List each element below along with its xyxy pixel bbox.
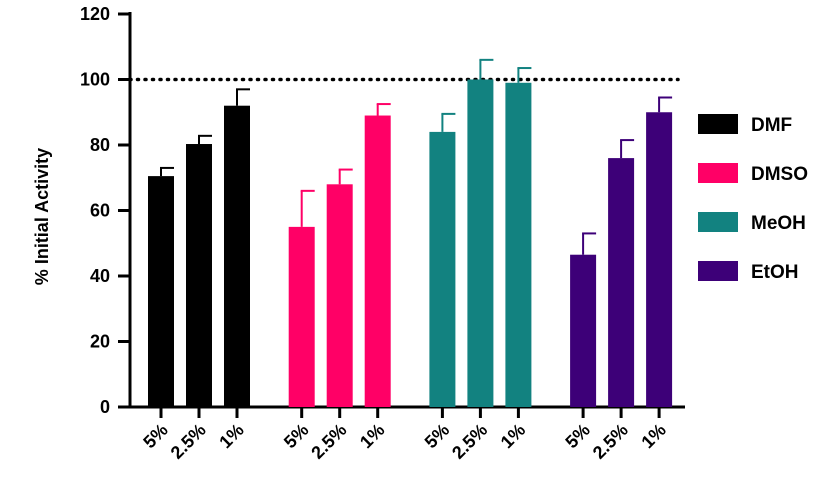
y-tick-label: 40 [90, 266, 110, 286]
y-tick-label: 80 [90, 135, 110, 155]
y-tick-label: 60 [90, 201, 110, 221]
y-tick-label: 100 [80, 70, 110, 90]
legend-label-dmf: DMF [751, 115, 792, 136]
legend: DMF DMSO MeOH EtOH [698, 114, 808, 283]
bar [224, 105, 250, 407]
legend-label-meoh: MeOH [751, 213, 806, 234]
x-tick-label: 2.5% [589, 420, 632, 463]
x-tick-label: 2.5% [167, 420, 210, 463]
y-axis-label: % Initial Activity [32, 148, 52, 285]
y-tick-label: 120 [80, 4, 110, 24]
legend-swatch-meoh [698, 212, 738, 232]
bar [326, 184, 353, 407]
legend-swatch-etoh [698, 261, 738, 281]
series-dmf [148, 88, 250, 407]
y-tick-label: 20 [90, 332, 110, 352]
bar [608, 158, 635, 407]
legend-swatch-dmso [698, 163, 738, 183]
bar [570, 254, 597, 407]
bar [148, 176, 174, 407]
bar [186, 144, 212, 407]
legend-label-etoh: EtOH [751, 262, 799, 283]
bar [429, 131, 456, 407]
x-tick-label: 1% [356, 420, 389, 453]
x-tick-label: 1% [215, 420, 248, 453]
legend-swatch-dmf [698, 114, 738, 134]
x-tick-label: 2.5% [307, 420, 350, 463]
x-tick-label: 2.5% [448, 420, 491, 463]
bar [467, 79, 494, 407]
bar [288, 226, 315, 407]
series-dmso [288, 103, 391, 408]
series-meoh [429, 58, 532, 408]
bar [364, 115, 391, 408]
y-tick-label: 0 [100, 397, 110, 417]
series-etoh [570, 96, 673, 407]
bar [505, 82, 532, 408]
x-tick-label: 1% [637, 420, 670, 453]
bar [646, 112, 673, 407]
x-tick-label: 1% [497, 420, 530, 453]
legend-label-dmso: DMSO [751, 164, 808, 185]
